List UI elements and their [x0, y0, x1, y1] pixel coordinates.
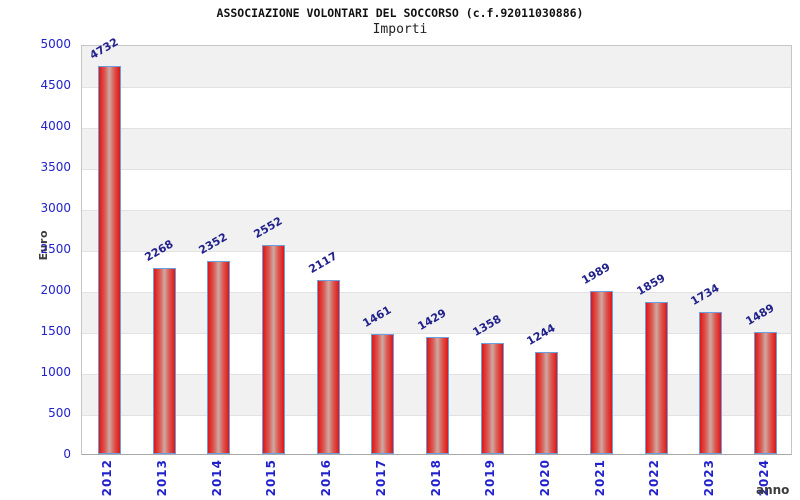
x-tick-label: 2018	[428, 459, 443, 497]
y-tick-label: 500	[48, 406, 71, 420]
grid-band	[82, 210, 791, 252]
bar-2016	[316, 280, 340, 454]
x-tick-label: 2017	[373, 459, 388, 497]
x-axis-title: anno	[756, 483, 790, 497]
grid-band	[82, 333, 791, 375]
y-tick-label: 2500	[40, 242, 71, 256]
y-tick-label: 4500	[40, 78, 71, 92]
bar-2012	[97, 65, 121, 454]
bar-2017	[371, 334, 395, 454]
bar-2014	[207, 261, 231, 454]
grid-band	[82, 128, 791, 170]
chart-title: ASSOCIAZIONE VOLONTARI DEL SOCCORSO (c.f…	[216, 6, 584, 20]
grid-band	[82, 87, 791, 129]
plot-area: 4732 2268 2352 2552 2117 1461 1429 1358 1244 1989…	[81, 35, 792, 455]
y-tick-label: 1500	[40, 324, 71, 338]
bar-2024	[754, 331, 778, 454]
x-tick-label: 2022	[647, 459, 662, 497]
grid-band	[82, 251, 791, 293]
grid-band	[82, 46, 791, 87]
x-tick-label: 2021	[592, 459, 607, 497]
x-tick-label: 2015	[264, 459, 279, 497]
chart-subtitle: Importi	[372, 22, 428, 37]
bar-2015	[261, 244, 285, 454]
x-tick-label: 2014	[209, 459, 224, 497]
y-tick-label: 5000	[40, 37, 71, 51]
y-tick-label: 2000	[40, 283, 71, 297]
bar-2018	[426, 336, 449, 454]
bar-2020	[535, 352, 559, 454]
grid-band	[82, 169, 791, 211]
x-tick-label: 2013	[155, 459, 170, 497]
y-tick-label: 1000	[40, 365, 71, 379]
x-tick-label: 2016	[319, 459, 334, 497]
x-tick-label: 2020	[537, 459, 552, 497]
x-tick-label: 2023	[701, 459, 716, 497]
x-tick-label: 2019	[483, 459, 498, 497]
y-tick-label: 4000	[40, 119, 71, 133]
grid-band	[82, 292, 791, 334]
y-tick-label: 3500	[40, 160, 71, 174]
bar-2013	[152, 268, 176, 454]
bar-2022	[644, 301, 668, 454]
y-tick-label: 3000	[40, 201, 71, 215]
bar-2023	[699, 311, 723, 454]
y-tick-label: 0	[63, 447, 71, 461]
bar-2021	[590, 290, 614, 454]
bar-2019	[480, 342, 504, 454]
x-axis-ticks: 2012 2013 2014 2015 2016 2017 2018 2019 2020 2021…	[81, 459, 792, 500]
x-tick-label: 2012	[100, 459, 115, 497]
